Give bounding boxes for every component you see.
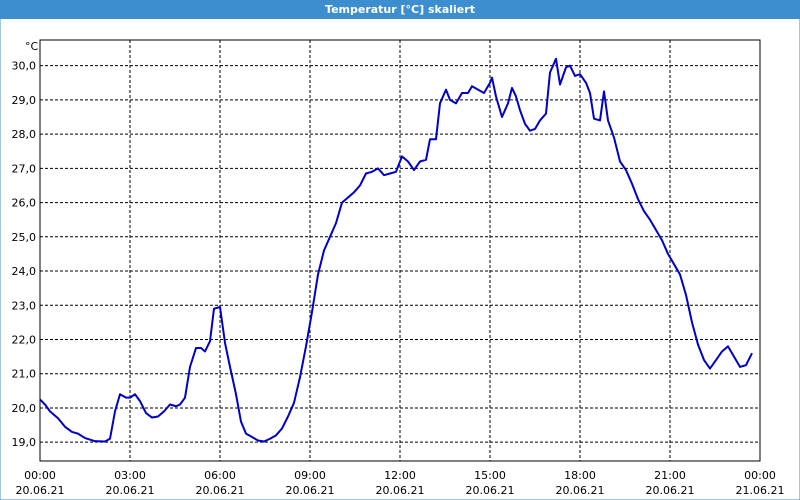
y-tick-label: 29,0	[12, 94, 37, 107]
x-tick-label: 12:00	[384, 469, 416, 482]
x-tick-label: 15:00	[474, 469, 506, 482]
y-tick-label: 30,0	[12, 60, 37, 73]
x-tick-label: 21.06.21	[736, 484, 785, 497]
y-tick-label: 25,0	[12, 231, 37, 244]
y-tick-label: 19,0	[12, 436, 37, 449]
x-tick-label: 21:00	[654, 469, 686, 482]
x-tick-label: 20.06.21	[196, 484, 245, 497]
x-tick-label: 06:00	[204, 469, 236, 482]
x-tick-label: 03:00	[114, 469, 146, 482]
x-tick-label: 20.06.21	[556, 484, 605, 497]
y-tick-label: 27,0	[12, 162, 37, 175]
temperature-line	[39, 57, 753, 443]
x-tick-label: 20.06.21	[466, 484, 515, 497]
y-tick-label: 21,0	[12, 368, 37, 381]
x-tick-label: 18:00	[564, 469, 596, 482]
y-tick-label: 26,0	[12, 197, 37, 210]
y-unit-label: °C	[25, 40, 39, 53]
x-tick-label: 00:00	[24, 469, 56, 482]
x-tick-label: 00:00	[744, 469, 776, 482]
x-tick-label: 20.06.21	[376, 484, 425, 497]
x-tick-label: 20.06.21	[106, 484, 155, 497]
y-tick-label: 22,0	[12, 333, 37, 346]
chart-title: Temperatur [°C] skaliert	[325, 3, 475, 16]
x-tick-label: 20.06.21	[16, 484, 65, 497]
y-tick-label: 23,0	[12, 299, 37, 312]
x-tick-label: 09:00	[294, 469, 326, 482]
y-tick-label: 24,0	[12, 265, 37, 278]
x-tick-label: 20.06.21	[286, 484, 335, 497]
x-tick-label: 20.06.21	[646, 484, 695, 497]
y-tick-label: 20,0	[12, 402, 37, 415]
title-bar	[0, 0, 800, 19]
y-tick-label: 28,0	[12, 128, 37, 141]
